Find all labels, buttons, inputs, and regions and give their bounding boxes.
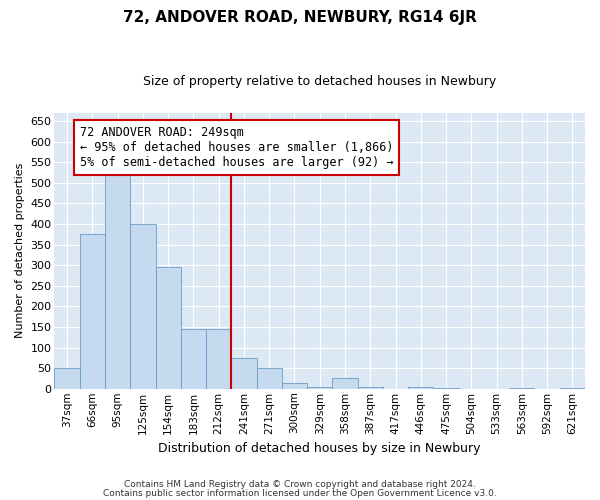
Bar xyxy=(358,386,383,389)
Text: 72, ANDOVER ROAD, NEWBURY, RG14 6JR: 72, ANDOVER ROAD, NEWBURY, RG14 6JR xyxy=(123,10,477,25)
Y-axis label: Number of detached properties: Number of detached properties xyxy=(15,163,25,338)
Title: Size of property relative to detached houses in Newbury: Size of property relative to detached ho… xyxy=(143,75,496,88)
Bar xyxy=(181,329,206,389)
X-axis label: Distribution of detached houses by size in Newbury: Distribution of detached houses by size … xyxy=(158,442,481,455)
Bar xyxy=(332,378,358,389)
Bar xyxy=(80,234,105,389)
Bar xyxy=(560,388,585,389)
Bar xyxy=(307,386,332,389)
Bar xyxy=(206,329,232,389)
Bar xyxy=(55,368,80,389)
Bar xyxy=(282,382,307,389)
Bar xyxy=(105,172,130,389)
Bar xyxy=(509,388,535,389)
Bar xyxy=(232,358,257,389)
Bar xyxy=(433,388,458,389)
Text: Contains public sector information licensed under the Open Government Licence v3: Contains public sector information licen… xyxy=(103,488,497,498)
Text: 72 ANDOVER ROAD: 249sqm
← 95% of detached houses are smaller (1,866)
5% of semi-: 72 ANDOVER ROAD: 249sqm ← 95% of detache… xyxy=(80,126,393,169)
Bar xyxy=(130,224,155,389)
Bar xyxy=(155,267,181,389)
Bar xyxy=(257,368,282,389)
Text: Contains HM Land Registry data © Crown copyright and database right 2024.: Contains HM Land Registry data © Crown c… xyxy=(124,480,476,489)
Bar xyxy=(408,386,433,389)
